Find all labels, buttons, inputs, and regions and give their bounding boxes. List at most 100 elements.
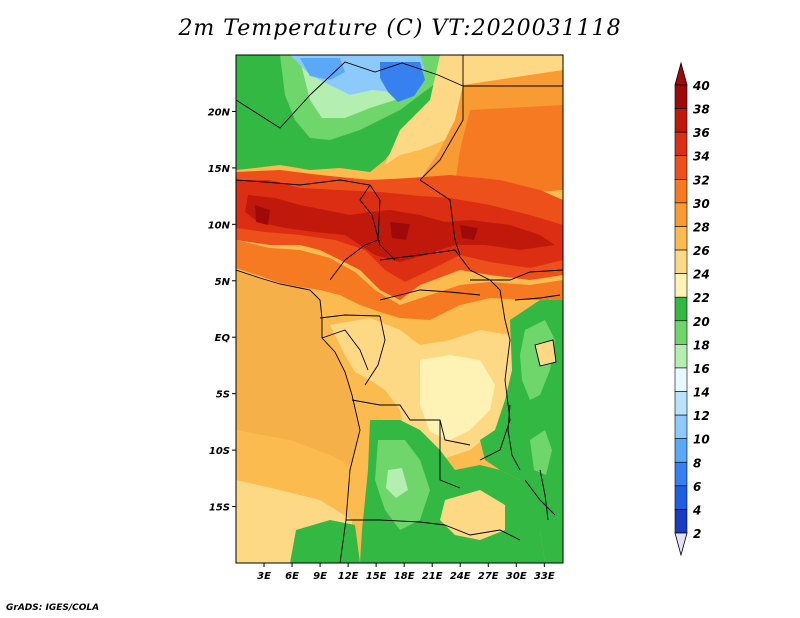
- colorbar: 40 38 36 34 32 30 28 26 24 22 20 18 16 14 12 10 8 6 4 2: [674, 61, 710, 557]
- border-drc-angola: [351, 399, 471, 446]
- colorbar-segment: [674, 320, 688, 345]
- x-tick-label: 27E: [478, 571, 499, 582]
- y-tick-label: 5S: [216, 390, 230, 401]
- namib-coast-green: [290, 520, 360, 563]
- colorbar-label: 24: [693, 268, 710, 282]
- x-axis: 3E 6E 9E 12E 15E 18E 21E 24E 27E 30E 33E: [257, 563, 555, 582]
- colorbar-label: 18: [693, 338, 710, 352]
- x-tick-label: 18E: [394, 571, 415, 582]
- lake-victoria-warm: [535, 340, 556, 366]
- border-car: [379, 249, 501, 291]
- y-tick-label: 10S: [209, 446, 230, 457]
- border-congo-drc: [364, 315, 386, 386]
- y-tick-label: 15N: [208, 164, 231, 175]
- x-tick-label: 24E: [450, 571, 471, 582]
- x-tick-label: 21E: [422, 571, 443, 582]
- colorbar-label: 38: [693, 103, 710, 117]
- map-figure: 3E 6E 9E 12E 15E 18E 21E 24E 27E 30E 33E 20N 15N 10N…: [208, 54, 710, 582]
- colorbar-segment: [674, 202, 688, 227]
- border-gabon: [321, 329, 369, 371]
- map-frame: [235, 54, 564, 564]
- colorbar-segment: [674, 391, 688, 416]
- colorbar-label: 26: [693, 244, 710, 258]
- colorbar-segment: [674, 485, 688, 510]
- border-nigeria-cameroon: [329, 239, 379, 281]
- border-chad-west: [359, 184, 396, 261]
- colorbar-segment: [674, 131, 688, 157]
- northeast-orange-dark: [455, 105, 563, 195]
- y-axis: 20N 15N 10N 5N EQ 5S 10S 15S: [208, 107, 236, 514]
- colorbar-label: 20: [693, 315, 710, 329]
- border-cameroon-south: [319, 314, 381, 319]
- colorbar-segment: [674, 344, 688, 369]
- colorbar-label: 28: [693, 220, 710, 234]
- colorbar-segment: [674, 414, 688, 439]
- border-uganda-kenya: [514, 294, 561, 301]
- colorbar-segment: [674, 273, 688, 298]
- y-tick-label: 15S: [209, 503, 230, 514]
- colorbar-label: 22: [693, 291, 710, 305]
- colorbar-segment: [674, 438, 688, 463]
- colorbar-label: 32: [693, 173, 710, 187]
- colorbar-segment: [674, 84, 688, 109]
- x-tick-label: 6E: [285, 571, 299, 582]
- colorbar-segment: [674, 226, 688, 251]
- border-algeria-niger: [236, 94, 311, 129]
- colorbar-label: 6: [693, 480, 701, 494]
- border-angola-east: [439, 420, 461, 489]
- colorbar-label: 10: [693, 433, 710, 447]
- colorbar-label: 36: [693, 126, 710, 140]
- border-chad-sudan: [419, 179, 461, 256]
- x-tick-label: 15E: [366, 571, 387, 582]
- colorbar-segment: [674, 249, 688, 274]
- map-title: 2m Temperature (C) VT:2020031118: [178, 16, 622, 41]
- sahara-cool-spot: [300, 58, 345, 80]
- country-borders: [236, 55, 563, 563]
- colorbar-label: 34: [693, 150, 710, 164]
- border-libya-niger: [309, 61, 464, 96]
- colorbar-segment: [674, 155, 688, 180]
- y-tick-label: 10N: [208, 220, 231, 231]
- colorbar-label: 40: [692, 79, 710, 93]
- border-egypt-sudan: [419, 55, 464, 181]
- border-angola-namibia: [346, 519, 446, 526]
- x-tick-label: 9E: [313, 571, 327, 582]
- x-tick-label: 33E: [534, 571, 555, 582]
- x-tick-label: 3E: [257, 571, 271, 582]
- lake-malawi: [539, 469, 549, 521]
- angola-pale: [386, 468, 408, 498]
- congo-lightest: [420, 355, 495, 440]
- lake-victoria: [534, 339, 557, 367]
- border-tanzania: [524, 479, 556, 516]
- temperature-field: [236, 55, 563, 563]
- x-tick-label: 12E: [338, 571, 359, 582]
- grads-credit: GrADS: IGES/COLA: [6, 603, 100, 613]
- border-niger-nigeria: [236, 179, 381, 241]
- colorbar-segment: [674, 296, 688, 322]
- colorbar-segment: [674, 179, 688, 204]
- colorbar-segment: [674, 108, 688, 133]
- colorbar-label: 8: [693, 456, 701, 470]
- colorbar-label: 12: [693, 409, 710, 423]
- border-car-south: [379, 289, 481, 301]
- colorbar-segment: [674, 367, 688, 392]
- colorbar-top-arrow: [674, 61, 688, 86]
- colorbar-segment: [674, 461, 688, 487]
- west-coast-orange: [236, 240, 563, 320]
- colorbar-label: 16: [693, 362, 710, 376]
- sahara-cold-core: [380, 62, 425, 102]
- colorbar-label: 30: [693, 197, 710, 211]
- y-tick-label: 5N: [215, 277, 231, 288]
- colorbar-label: 2: [693, 527, 701, 541]
- colorbar-bottom-arrow: [674, 532, 688, 557]
- y-tick-label: 20N: [208, 107, 231, 118]
- x-tick-label: 30E: [506, 571, 527, 582]
- border-sudan-ss: [470, 269, 563, 281]
- border-zambia: [444, 524, 521, 541]
- lake-tanganyika: [507, 404, 521, 471]
- colorbar-label: 4: [692, 503, 701, 517]
- colorbar-segment: [674, 509, 688, 534]
- colorbar-label: 14: [693, 386, 710, 400]
- y-tick-label: EQ: [215, 333, 231, 344]
- zambia-pale: [440, 490, 505, 540]
